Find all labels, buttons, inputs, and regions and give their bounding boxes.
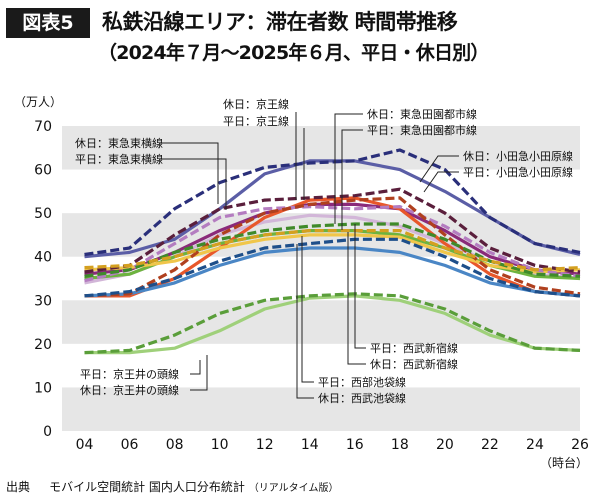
annotation-label: 平日：東急田園都市線 <box>367 123 477 137</box>
y-axis-label: （万人） <box>14 95 62 109</box>
x-tick-label: 18 <box>391 437 409 453</box>
annotation-label: 平日：京王井の頭線 <box>80 367 179 381</box>
series-line <box>84 205 581 283</box>
annotation-leader-line <box>301 236 314 383</box>
annotation-leader-line <box>341 129 363 230</box>
y-tick-label: 50 <box>34 206 52 222</box>
y-tick-label: 60 <box>34 163 52 179</box>
x-tick-label: 06 <box>121 437 139 453</box>
annotation-label: 休日：小田急小田原線 <box>463 149 573 163</box>
series-line <box>84 246 581 298</box>
annotation-label: 平日：東急東横線 <box>75 152 163 166</box>
annotation-leader-line <box>354 224 366 349</box>
annotation-leader-line <box>160 158 227 210</box>
annotation-label: 休日：京王井の頭線 <box>80 383 179 397</box>
x-tick-label: 26 <box>571 437 589 453</box>
annotation-leader-line <box>334 113 363 224</box>
x-tick-label: 12 <box>256 437 274 453</box>
annotation-label: 休日：西武池袋線 <box>318 391 406 405</box>
x-axis-ticks: 04 06 08 10 12 14 16 18 20 22 24 26 <box>76 437 589 453</box>
series-line <box>84 229 581 272</box>
x-axis-label: （時台） <box>540 455 588 470</box>
annotation-label: 平日：小田急小田原線 <box>463 165 573 179</box>
annotation-leader-line <box>347 232 366 365</box>
y-tick-label: 10 <box>34 380 52 396</box>
annotation-label: 休日：東急田園都市線 <box>367 107 477 121</box>
annotation-label: 休日：西武新宿線 <box>370 357 458 371</box>
annotation-label: 平日：京王線 <box>223 114 289 128</box>
source-subnote: （リアルタイム版） <box>248 483 339 494</box>
annotation-leaders <box>160 112 459 399</box>
y-tick-label: 20 <box>34 337 52 353</box>
annotation-label: 平日：西部池袋線 <box>318 375 406 389</box>
series-line <box>84 148 581 257</box>
x-tick-label: 20 <box>436 437 454 453</box>
annotation-leader-line <box>423 171 459 193</box>
x-tick-label: 24 <box>526 437 544 453</box>
x-tick-label: 14 <box>301 437 319 453</box>
series-line <box>84 233 581 274</box>
grid-band <box>62 387 580 431</box>
y-tick-label: 70 <box>34 119 52 135</box>
annotation-leader-line <box>296 244 314 399</box>
y-axis-ticks: 0 10 20 30 40 50 60 70 <box>34 119 52 440</box>
x-tick-label: 04 <box>76 437 94 453</box>
source-label: 出典 <box>6 480 31 494</box>
annotation-leader-line <box>190 360 201 375</box>
series-line <box>84 159 581 259</box>
annotation-leader-line <box>419 155 459 183</box>
series-lines <box>84 148 581 355</box>
series-line <box>84 222 581 278</box>
x-tick-label: 10 <box>211 437 229 453</box>
annotation-label: 休日：東急東横線 <box>75 136 163 150</box>
y-tick-label: 0 <box>43 424 52 440</box>
series-line <box>84 292 581 355</box>
x-tick-label: 22 <box>481 437 499 453</box>
chart-subtitle: （2024年７月〜2025年６月、平日・休日別） <box>98 42 489 64</box>
annotation-leader-line <box>190 355 208 391</box>
y-tick-label: 30 <box>34 293 52 309</box>
series-line <box>84 237 581 298</box>
source-note: 出典 モバイル空間統計 国内人口分布統計 （リアルタイム版） <box>6 478 338 495</box>
annotation-leader-line <box>160 142 219 204</box>
annotation-label: 休日：京王線 <box>223 97 289 111</box>
figure-badge: 図表5 <box>6 8 90 38</box>
series-line <box>84 196 581 298</box>
x-tick-label: 16 <box>346 437 364 453</box>
annotation-label: 平日：西武新宿線 <box>370 341 458 355</box>
chart-title: 私鉄沿線エリア：滞在者数 時間帯推移 <box>102 10 458 34</box>
y-tick-label: 40 <box>34 250 52 266</box>
x-tick-label: 08 <box>166 437 184 453</box>
series-line <box>84 187 581 274</box>
series-line <box>84 294 581 355</box>
source-text: モバイル空間統計 国内人口分布統計 <box>49 480 245 494</box>
